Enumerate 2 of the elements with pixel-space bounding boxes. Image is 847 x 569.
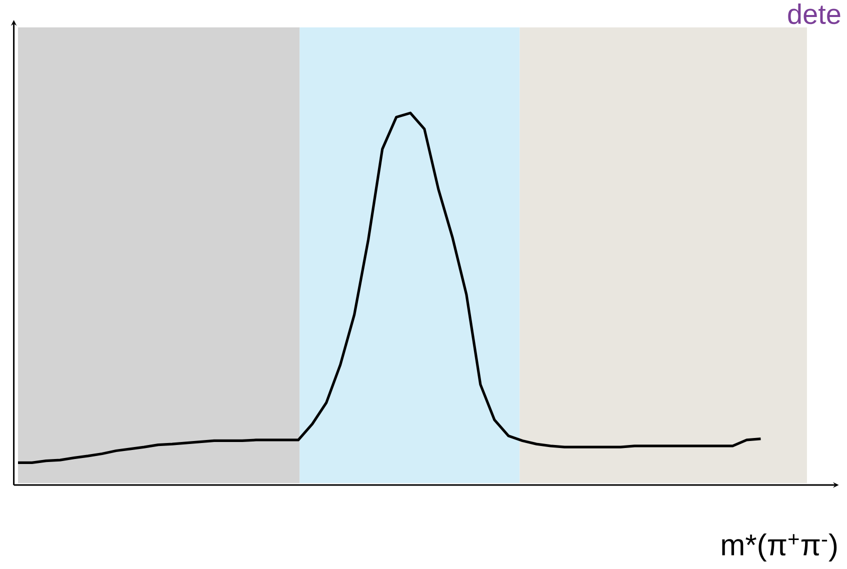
text: dete [788,4,840,24]
x-axis-title: m*(π$^{+}$π$^{-}$) [722,534,837,562]
